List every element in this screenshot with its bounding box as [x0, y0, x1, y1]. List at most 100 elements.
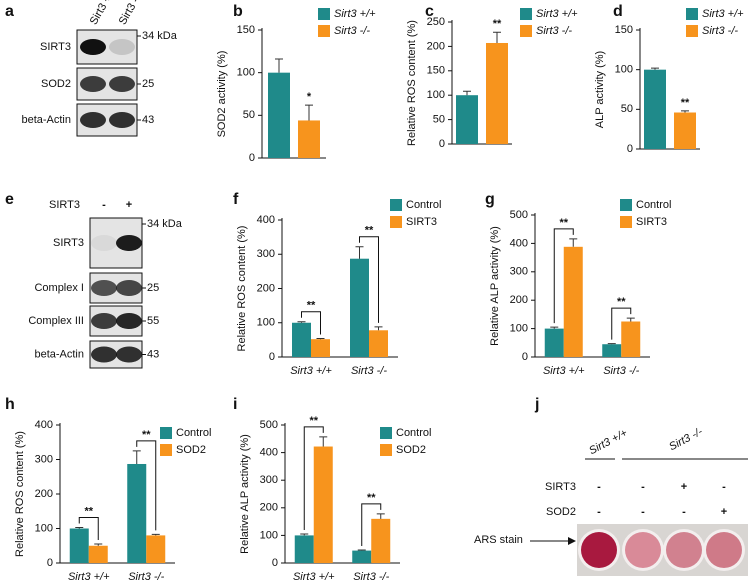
x-tick-label: Sirt3 -/-	[351, 365, 387, 377]
error-bar	[651, 67, 659, 70]
lane-label: Sirt3 +/+	[88, 0, 119, 27]
y-axis-label: Relative ALP activity (%)	[489, 226, 501, 346]
bar	[371, 518, 391, 563]
size-marker: 43	[147, 348, 159, 360]
y-tick-label: 300	[260, 474, 278, 486]
bar	[146, 535, 166, 563]
significance: **	[617, 296, 626, 308]
legend-label: SOD2	[176, 444, 206, 456]
legend-label: SOD2	[396, 444, 426, 456]
legend-swatch	[390, 199, 402, 211]
size-marker: 25	[147, 282, 159, 294]
error-bar	[376, 513, 385, 519]
y-tick-label: 200	[510, 294, 528, 306]
legend-label: SIRT3	[636, 216, 667, 228]
bar	[602, 344, 622, 357]
y-tick-label: 100	[510, 323, 528, 335]
error-bar	[132, 450, 141, 464]
error-bar	[75, 526, 84, 529]
condition-sign: -	[597, 481, 601, 493]
error-bar	[319, 436, 328, 447]
panel-letter: h	[5, 396, 15, 413]
y-tick-label: 100	[237, 67, 255, 79]
blot-band	[116, 346, 142, 363]
panel-letter: c	[425, 3, 434, 20]
significance-bracket	[301, 311, 321, 335]
significance: **	[365, 225, 374, 237]
panel-letter: b	[233, 3, 243, 20]
legend-swatch	[390, 216, 402, 228]
y-tick-label: 200	[35, 488, 53, 500]
blot-header: SIRT3	[49, 199, 80, 211]
legend-label: SIRT3	[406, 216, 437, 228]
condition-sign: -	[722, 481, 726, 493]
blot-band	[109, 112, 135, 128]
y-axis-label: Relative ROS content (%)	[236, 226, 248, 352]
blot-band	[91, 346, 117, 363]
bar	[674, 112, 696, 149]
x-tick-label: Sirt3 -/-	[128, 571, 164, 581]
error-bar	[550, 326, 559, 329]
y-tick-label: 50	[433, 114, 445, 126]
y-tick-label: 100	[260, 529, 278, 541]
panel-letter: f	[233, 191, 239, 208]
y-tick-label: 0	[47, 557, 53, 569]
x-tick-label: Sirt3 +/+	[68, 571, 110, 581]
blot-band	[91, 280, 117, 296]
legend-label: Sirt3 -/-	[334, 25, 370, 37]
y-tick-label: 200	[257, 282, 275, 294]
bar	[69, 528, 89, 563]
stained-well	[666, 532, 702, 568]
panel-letter: i	[233, 396, 237, 413]
blot-row-label: beta-Actin	[34, 348, 84, 360]
size-marker: 34 kDa	[142, 30, 178, 42]
error-bar	[275, 58, 283, 73]
bar	[621, 321, 641, 357]
y-tick-label: 0	[522, 351, 528, 363]
x-tick-label: Sirt3 +/+	[293, 571, 335, 581]
y-tick-label: 0	[439, 138, 445, 150]
blot-row-label: Complex I	[34, 282, 84, 294]
error-bar	[305, 104, 313, 121]
legend-label: Control	[636, 199, 671, 211]
blot-band	[116, 313, 142, 329]
y-axis-label: ALP activity (%)	[594, 51, 606, 128]
legend-label: Sirt3 -/-	[702, 25, 738, 37]
legend-label: Sirt3 +/+	[334, 8, 376, 20]
lane-label: +	[126, 199, 132, 211]
bar	[127, 463, 147, 563]
x-tick-label: Sirt3 +/+	[543, 365, 585, 377]
blot-row-label: beta-Actin	[21, 114, 71, 126]
condition-sign: -	[597, 506, 601, 518]
bar	[292, 322, 311, 357]
blot-band	[109, 76, 135, 92]
significance: **	[309, 415, 318, 427]
blot-row-label: SOD2	[41, 78, 71, 90]
y-tick-label: 400	[510, 237, 528, 249]
blot-band	[116, 280, 142, 296]
y-tick-label: 300	[35, 453, 53, 465]
significance-bracket	[78, 516, 99, 541]
error-bar	[94, 543, 103, 546]
condition-sign: -	[682, 506, 686, 518]
y-axis-label: SOD2 activity (%)	[216, 51, 228, 138]
blot-band	[80, 39, 106, 55]
y-axis-label: Relative ROS content (%)	[406, 20, 418, 146]
blot-band	[80, 112, 106, 128]
y-tick-label: 0	[272, 557, 278, 569]
bar	[352, 550, 372, 563]
y-tick-label: 0	[269, 351, 275, 363]
legend-label: Sirt3 -/-	[536, 25, 572, 37]
blot-band	[109, 39, 135, 55]
error-bar	[297, 321, 306, 323]
legend-swatch	[686, 8, 698, 20]
blot-row-label: Complex III	[28, 315, 84, 327]
bar	[486, 42, 508, 144]
significance: **	[142, 429, 151, 441]
y-axis-label: Relative ALP activity (%)	[239, 434, 251, 554]
bar	[88, 545, 108, 563]
error-bar	[493, 31, 501, 43]
blot-band	[91, 313, 117, 329]
y-tick-label: 50	[243, 109, 255, 121]
error-bar	[681, 110, 689, 113]
